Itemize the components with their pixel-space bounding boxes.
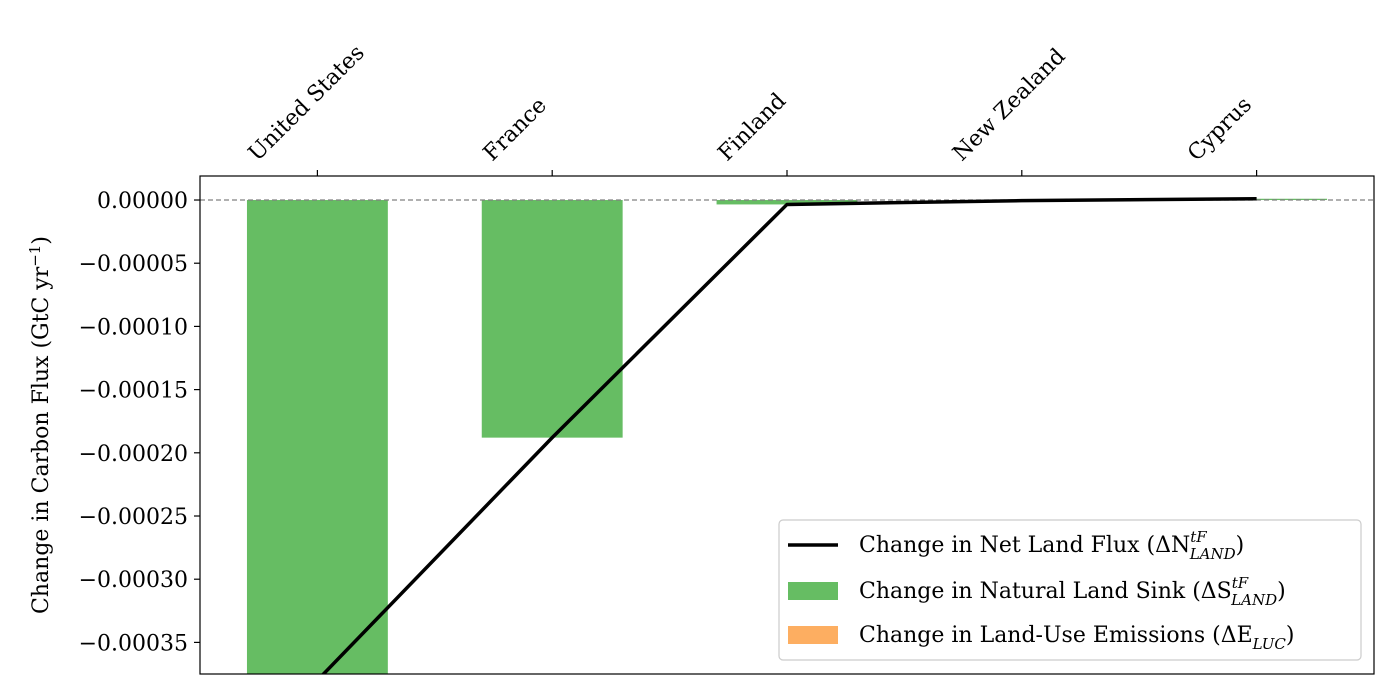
- bars-layer: [246, 198, 1328, 674]
- legend-box: [778, 519, 1362, 661]
- legend-label-base: Change in Net Land Flux (ΔN: [859, 533, 1190, 558]
- legend-label: Change in Land-Use Emissions (ΔELUC): [859, 623, 1295, 653]
- legend-label-close: ): [1236, 533, 1245, 558]
- x-tick-label: Finland: [714, 89, 792, 167]
- legend: Change in Net Land Flux (ΔNtF LAND)Change…: [778, 519, 1362, 661]
- legend-label-sub: LAND: [1189, 545, 1236, 563]
- bar-france: [481, 200, 623, 438]
- legend-label-close: ): [1286, 623, 1295, 648]
- legend-label-sup: tF: [1190, 528, 1207, 546]
- net-land-flux-line: [321, 197, 1257, 674]
- legend-label-sub: LUC: [1252, 635, 1287, 653]
- legend-patch-swatch: [788, 626, 838, 644]
- bar-finland: [716, 200, 858, 205]
- bar-united-states: [246, 200, 388, 674]
- x-axis: United States France Finland New Zealand Cyp…: [244, 40, 1258, 176]
- y-tick-label: −0.00005: [79, 252, 188, 277]
- y-axis-title: Change in Carbon Flux (GtC yr−1): [26, 236, 54, 614]
- y-tick-label: −0.00030: [79, 568, 188, 593]
- y-axis-title-close: ): [29, 236, 54, 245]
- legend-label-base: Change in Natural Land Sink (ΔS: [859, 579, 1232, 604]
- y-tick-label: 0.00000: [97, 189, 188, 214]
- legend-label-sup: tF: [1232, 574, 1249, 592]
- legend-label-close: ): [1277, 579, 1286, 604]
- line-layer: [321, 197, 1257, 674]
- y-axis-title-sup: −1: [26, 245, 44, 267]
- y-axis-title-main: Change in Carbon Flux (GtC yr: [29, 266, 54, 614]
- x-tick-label: Cyprus: [1183, 92, 1257, 166]
- legend-label-base: Change in Land-Use Emissions (ΔE: [859, 623, 1253, 648]
- y-tick-label: −0.00035: [79, 631, 188, 656]
- legend-patch-swatch: [788, 582, 838, 600]
- y-tick-label: −0.00015: [79, 379, 188, 404]
- legend-label-sub: LAND: [1230, 591, 1277, 609]
- legend-label: Change in Net Land Flux (ΔNtF LAND): [859, 528, 1244, 563]
- y-tick-label: −0.00020: [79, 442, 188, 467]
- x-tick-label: New Zealand: [948, 44, 1070, 166]
- y-axis: 0.00000 −0.00005 −0.00010 −0.00015 −0.00020 −…: [79, 189, 200, 656]
- y-tick-label: −0.00025: [79, 505, 188, 530]
- x-tick-label: United States: [244, 40, 370, 166]
- x-tick-label: France: [479, 93, 552, 166]
- y-tick-label: −0.00010: [79, 315, 188, 340]
- legend-label: Change in Natural Land Sink (ΔStF LAND): [859, 574, 1286, 609]
